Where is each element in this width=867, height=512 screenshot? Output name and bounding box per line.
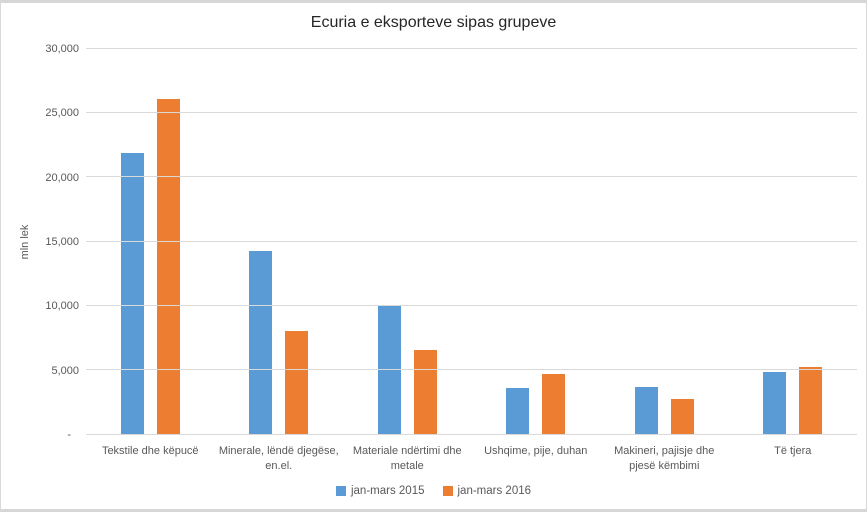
y-tick-label: 20,000 — [45, 171, 79, 184]
y-axis-labels: - 5,000 10,000 15,000 20,000 25,000 30,000 — [1, 43, 79, 441]
gridline — [86, 176, 857, 178]
bar-group — [86, 49, 215, 434]
bar-group — [343, 49, 472, 434]
y-tick-label: - — [67, 429, 71, 441]
x-axis-labels: Tekstile dhe këpucë Minerale, lëndë djegë… — [86, 444, 857, 474]
legend-item-2016[interactable]: jan-mars 2016 — [442, 485, 532, 497]
bar-jan-mars-2016[interactable] — [670, 399, 694, 434]
legend-swatch-2016-icon — [442, 486, 453, 496]
x-tick-label: Materiale ndërtimi dhe metale — [352, 445, 462, 472]
bar-group — [600, 49, 729, 434]
x-tick-label: Minerale, lëndë djegëse, en.el. — [218, 445, 339, 472]
bar-jan-mars-2016[interactable] — [285, 331, 309, 434]
y-tick-label: 5,000 — [51, 364, 79, 377]
bar-jan-mars-2016[interactable] — [542, 373, 566, 434]
gridline — [86, 368, 857, 370]
bar-jan-mars-2015[interactable] — [249, 251, 273, 434]
x-tick-label: Ushqime, pije, duhan — [484, 445, 588, 457]
bar-jan-mars-2016[interactable] — [799, 367, 823, 434]
bar-group — [472, 49, 601, 434]
gridline — [86, 48, 857, 49]
bar-groups — [86, 49, 857, 434]
x-tick-label: Të tjera — [774, 445, 812, 457]
legend-label-2016: jan-mars 2016 — [457, 485, 532, 497]
y-tick-label: 25,000 — [45, 107, 79, 120]
y-tick-label: 10,000 — [45, 300, 79, 313]
x-tick-label: Makineri, pajisje dhe pjesë këmbimi — [614, 445, 715, 472]
bar-jan-mars-2016[interactable] — [156, 99, 180, 434]
legend: jan-mars 2015 jan-mars 2016 — [1, 485, 866, 497]
bar-jan-mars-2016[interactable] — [413, 349, 437, 434]
legend-swatch-2015-icon — [335, 486, 346, 496]
gridline — [86, 304, 857, 306]
bar-jan-mars-2015[interactable] — [634, 387, 658, 434]
bar-group — [215, 49, 344, 434]
gridline — [86, 240, 857, 242]
bar-jan-mars-2015[interactable] — [120, 152, 144, 434]
bar-jan-mars-2015[interactable] — [506, 387, 530, 434]
bar-jan-mars-2015[interactable] — [763, 371, 787, 434]
legend-item-2015[interactable]: jan-mars 2015 — [335, 485, 425, 497]
legend-label-2015: jan-mars 2015 — [350, 485, 425, 497]
gridline — [86, 112, 857, 114]
y-tick-label: 30,000 — [45, 43, 79, 55]
plot-area — [86, 48, 857, 435]
chart-title: Ecuria e eksporteve sipas grupeve — [310, 14, 557, 31]
bar-group — [729, 49, 858, 434]
y-tick-label: 15,000 — [45, 236, 79, 248]
x-tick-label: Tekstile dhe këpucë — [101, 445, 199, 457]
